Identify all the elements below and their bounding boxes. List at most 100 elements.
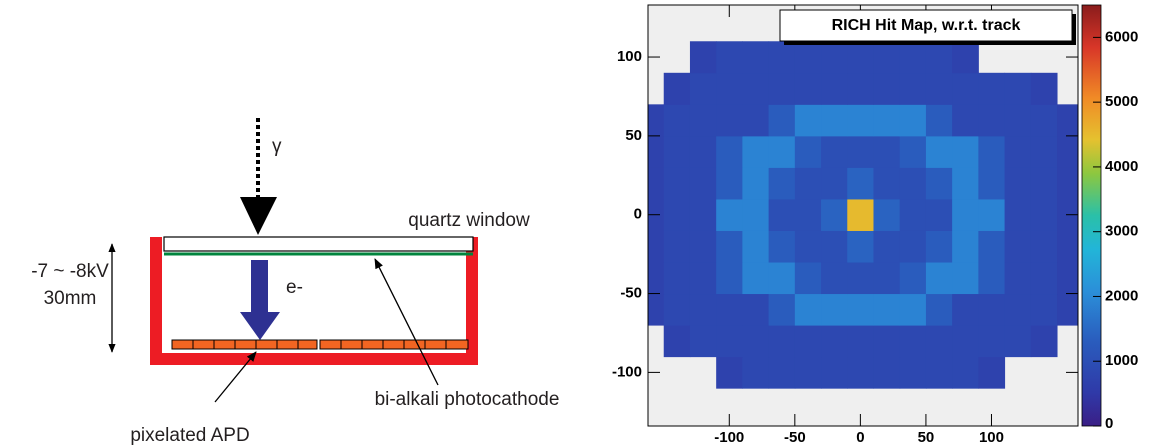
heatmap-cell — [847, 41, 874, 73]
heatmap-cell — [742, 73, 769, 105]
heatmap-cell — [1031, 325, 1058, 357]
photon-arrowhead — [240, 197, 277, 235]
heatmap-cell — [795, 41, 822, 73]
heatmap-cell — [1005, 294, 1032, 326]
heatmap-cell — [926, 262, 953, 294]
heatmap-cell — [900, 325, 927, 357]
heatmap-cell — [795, 230, 822, 262]
heatmap-cell — [769, 136, 796, 168]
heatmap-cell — [873, 294, 900, 326]
heatmap-cell — [926, 199, 953, 231]
heatmap-cell — [795, 136, 822, 168]
heatmap-cell — [716, 262, 743, 294]
heatmap-chart: -100-50050100-100-5005010001000200030004… — [612, 5, 1138, 446]
chart-title: RICH Hit Map, w.r.t. track — [832, 17, 1021, 34]
heatmap-cell — [847, 73, 874, 105]
heatmap-cell — [664, 230, 691, 262]
heatmap-cell — [873, 325, 900, 357]
heatmap-cell — [795, 73, 822, 105]
heatmap-cell — [1057, 167, 1084, 199]
heatmap-cell — [847, 230, 874, 262]
heatmap-cell — [716, 136, 743, 168]
heatmap-cell — [716, 104, 743, 136]
heatmap-cell — [952, 357, 979, 389]
heatmap-cell — [978, 325, 1005, 357]
heatmap-cell — [847, 167, 874, 199]
heatmap-cell — [716, 230, 743, 262]
heatmap-cell — [742, 167, 769, 199]
heatmap-cell — [952, 41, 979, 73]
heatmap-cell — [716, 199, 743, 231]
heatmap-cell — [690, 262, 717, 294]
heatmap-cell — [847, 262, 874, 294]
heatmap-cell — [847, 325, 874, 357]
heatmap-cell — [821, 230, 848, 262]
heatmap-cell — [978, 294, 1005, 326]
heatmap-cell — [821, 325, 848, 357]
heatmap-cell — [769, 230, 796, 262]
heatmap-cell — [1057, 136, 1084, 168]
heatmap-cell — [900, 73, 927, 105]
heatmap-cell — [873, 199, 900, 231]
heatmap-cell — [873, 230, 900, 262]
heatmap-cell — [821, 199, 848, 231]
heatmap-cell — [900, 199, 927, 231]
colorbar-label: 1000 — [1105, 352, 1138, 369]
heatmap-cell — [664, 73, 691, 105]
x-tick-label: 50 — [918, 429, 935, 446]
y-tick-label: 0 — [634, 206, 642, 223]
heatmap-cell — [690, 73, 717, 105]
figure: γ quartz window e- -7 ~ -8kV 30mm pixela… — [0, 0, 1160, 446]
heatmap-cell — [1005, 136, 1032, 168]
heatmap-cell — [664, 104, 691, 136]
electron-shaft — [251, 260, 268, 314]
heatmap-cell — [900, 136, 927, 168]
heatmap-cell — [769, 104, 796, 136]
colorbar-label: 6000 — [1105, 28, 1138, 45]
gap-label: 30mm — [44, 288, 97, 309]
heatmap-cell — [873, 357, 900, 389]
heatmap-cell — [769, 325, 796, 357]
heatmap-cell — [1057, 104, 1084, 136]
heatmap-cell — [795, 104, 822, 136]
heatmap-cell — [742, 294, 769, 326]
heatmap-cell — [978, 136, 1005, 168]
heatmap-cell — [769, 199, 796, 231]
heatmap-cell — [716, 325, 743, 357]
colorbar-label: 3000 — [1105, 223, 1138, 240]
heatmap-cell — [742, 262, 769, 294]
heatmap-cell — [952, 104, 979, 136]
x-tick-label: -100 — [714, 429, 744, 446]
heatmap-cell — [952, 230, 979, 262]
heatmap-cell — [664, 136, 691, 168]
heatmap-cell — [690, 294, 717, 326]
heatmap-cell — [847, 199, 874, 231]
heatmap-cell — [1005, 167, 1032, 199]
heatmap-cell — [873, 136, 900, 168]
x-tick-label: -50 — [784, 429, 806, 446]
apd-array — [172, 340, 468, 349]
heatmap-cell — [1031, 262, 1058, 294]
heatmap-cell — [1031, 167, 1058, 199]
electron-label: e- — [286, 277, 303, 298]
heatmap-cell — [1005, 104, 1032, 136]
heatmap-cell — [742, 357, 769, 389]
heatmap-cell — [926, 325, 953, 357]
heatmap-cell — [769, 357, 796, 389]
heatmap-cell — [821, 136, 848, 168]
heatmap-cell — [1031, 294, 1058, 326]
heatmap-cell — [873, 41, 900, 73]
voltage-label: -7 ~ -8kV — [31, 261, 109, 282]
heatmap-cell — [690, 230, 717, 262]
heatmap-cell — [847, 136, 874, 168]
heatmap-cell — [1005, 199, 1032, 231]
heatmap-cell — [690, 104, 717, 136]
heatmap-cell — [1005, 325, 1032, 357]
heatmap-cell — [664, 167, 691, 199]
heatmap-cell — [742, 104, 769, 136]
heatmap-cell — [821, 357, 848, 389]
apd-label: pixelated APD — [130, 425, 249, 446]
heatmap-cell — [926, 73, 953, 105]
heatmap-cell — [1031, 230, 1058, 262]
heatmap-cell — [900, 357, 927, 389]
